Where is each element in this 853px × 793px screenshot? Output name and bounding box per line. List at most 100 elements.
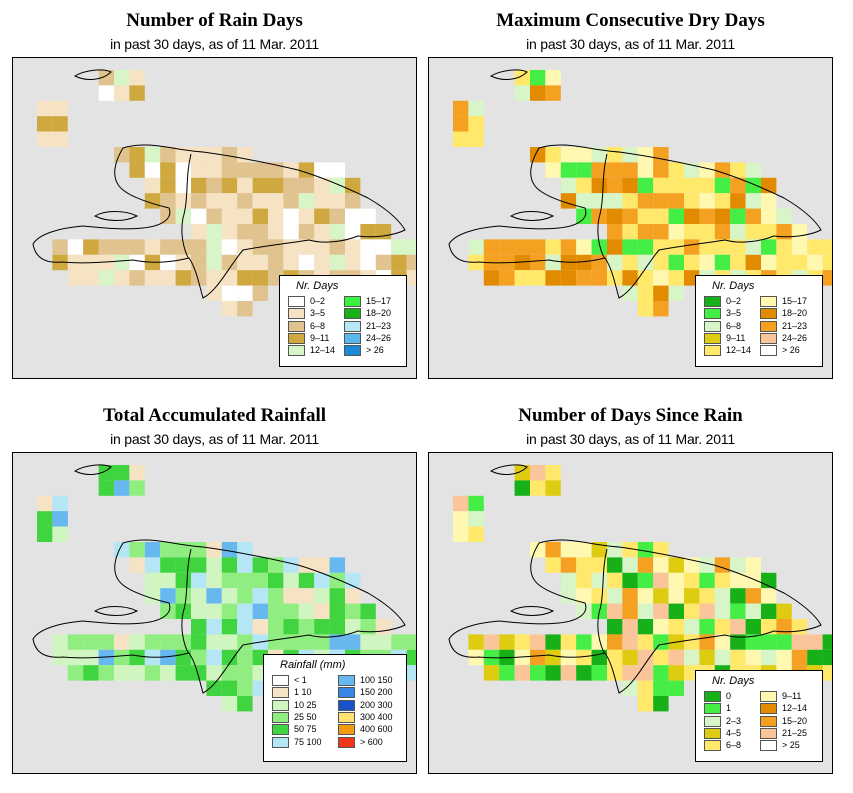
grid-cell <box>714 224 731 240</box>
legend-label: 24–26 <box>366 332 392 343</box>
grid-cell <box>298 208 315 224</box>
grid-cell <box>221 254 238 271</box>
legend-swatch <box>272 736 289 748</box>
grid-cell <box>160 147 176 163</box>
grid-cell <box>591 239 607 255</box>
grid-cell <box>298 162 315 178</box>
grid-cell <box>576 572 592 589</box>
grid-cell <box>237 696 253 712</box>
legend-label: 12–14 <box>726 345 752 356</box>
grid-cell <box>653 665 669 681</box>
grid-cell <box>730 254 746 271</box>
legend-label: 400 600 <box>360 724 393 735</box>
grid-cell <box>807 634 823 650</box>
grid-cell <box>221 649 238 666</box>
grid-cell <box>730 239 746 255</box>
grid-cell <box>114 239 130 255</box>
legend-label: 24–26 <box>782 332 808 343</box>
grid-cell <box>221 603 238 619</box>
grid-cell <box>237 193 253 209</box>
grid-cell <box>221 301 238 317</box>
grid-cell <box>345 224 361 240</box>
grid-cell <box>714 557 731 573</box>
panel-subtitle: in past 30 days, as of 11 Mar. 2011 <box>110 36 319 52</box>
grid-cell <box>345 239 361 255</box>
grid-cell <box>298 254 315 271</box>
grid-cell <box>576 254 592 271</box>
grid-cell <box>237 239 253 255</box>
grid-cell <box>468 239 484 255</box>
grid-cell <box>160 649 176 666</box>
grid-cell <box>591 588 607 604</box>
grid-cell <box>191 162 207 178</box>
grid-cell <box>607 224 623 240</box>
grid-cell <box>761 239 777 255</box>
coastline <box>73 69 112 80</box>
grid-cell <box>745 603 761 619</box>
grid-cell <box>175 239 191 255</box>
grid-cell <box>314 162 330 178</box>
grid-cell <box>668 193 684 209</box>
grid-cell <box>776 224 792 240</box>
grid-cell <box>714 572 731 589</box>
grid-cell <box>514 665 530 681</box>
grid-cell <box>745 177 761 194</box>
legend-swatch <box>760 691 777 702</box>
grid-cell <box>129 254 145 271</box>
grid-cell <box>607 665 623 681</box>
legend-swatch <box>704 691 721 702</box>
grid-cell <box>730 649 746 666</box>
grid-cell <box>514 254 530 271</box>
legend-label: 100 150 <box>360 675 393 685</box>
legend-label: 15–17 <box>782 296 808 306</box>
panel-total-rainfall: Total Accumulated Rainfall in past 30 da… <box>12 395 417 785</box>
grid-cell <box>237 557 253 573</box>
grid-cell <box>360 254 376 271</box>
grid-cell <box>560 177 577 194</box>
grid-cell <box>206 603 222 619</box>
grid-cell <box>221 162 238 178</box>
coastline <box>93 211 139 221</box>
grid-cell <box>406 649 416 666</box>
grid-cell <box>637 634 654 650</box>
grid-cell <box>206 162 222 178</box>
legend-label: 50 75 <box>294 724 317 735</box>
grid-cell <box>745 239 761 255</box>
grid-cell <box>622 270 638 286</box>
grid-cell <box>221 177 238 194</box>
legend-swatch <box>760 308 777 320</box>
grid-cell <box>144 557 161 573</box>
grid-cell <box>668 162 684 178</box>
legend-swatch <box>760 715 777 727</box>
grid-cell <box>83 239 99 255</box>
grid-cell <box>822 270 832 286</box>
grid-cell <box>822 254 832 271</box>
legend-swatch <box>760 727 777 739</box>
grid-cell <box>206 208 222 224</box>
grid-cell <box>221 285 238 301</box>
legend-swatch <box>760 296 777 307</box>
grid-cell <box>514 649 530 666</box>
grid-cell <box>283 557 299 573</box>
legend-swatch <box>760 345 777 357</box>
grid-cell <box>314 572 330 589</box>
grid-cell <box>391 239 407 255</box>
grid-cell <box>98 85 114 101</box>
grid-cell <box>252 557 268 573</box>
coastline <box>509 606 555 616</box>
grid-cell <box>622 619 638 635</box>
grid-cell <box>730 557 746 573</box>
grid-cell <box>714 603 731 619</box>
grid-cell <box>391 254 407 271</box>
grid-cell <box>67 634 84 650</box>
grid-cell <box>560 270 577 286</box>
legend-swatch <box>344 308 361 320</box>
panel-days-since-rain: Number of Days Since Rain in past 30 day… <box>428 395 833 785</box>
legend-label: < 1 <box>294 675 307 685</box>
grid-cell <box>653 193 669 209</box>
legend-label: 6–8 <box>310 320 326 331</box>
grid-cell <box>684 208 700 224</box>
grid-cell <box>191 572 207 589</box>
grid-cell <box>653 557 669 573</box>
